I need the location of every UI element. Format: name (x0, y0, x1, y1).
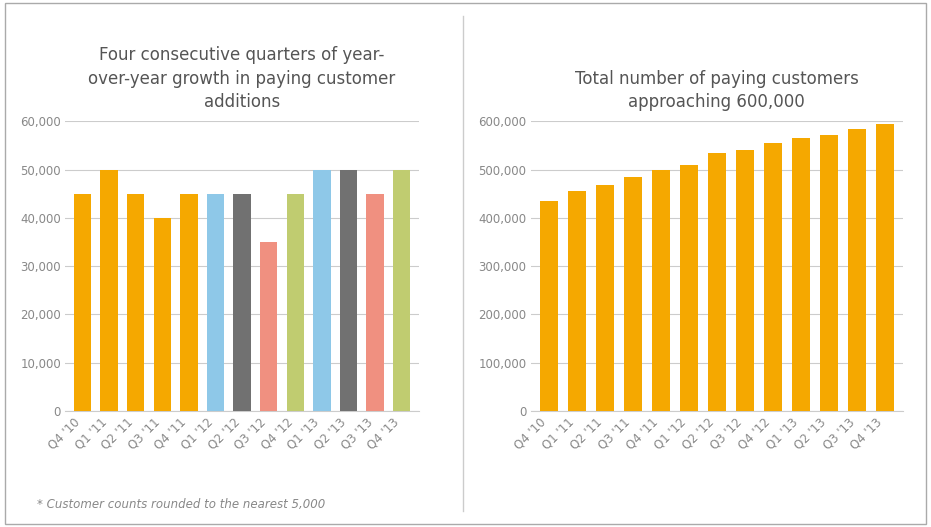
Text: * Customer counts rounded to the nearest 5,000: * Customer counts rounded to the nearest… (37, 498, 326, 511)
Bar (74, 194, 91, 411)
Bar (127, 194, 144, 411)
Bar (568, 191, 586, 411)
Bar (340, 170, 358, 411)
Title: Total number of paying customers
approaching 600,000: Total number of paying customers approac… (575, 70, 858, 111)
Bar (540, 201, 558, 411)
Bar (624, 177, 642, 411)
Bar (287, 194, 304, 411)
Bar (313, 170, 331, 411)
Bar (820, 135, 838, 411)
Bar (848, 130, 866, 411)
Bar (596, 185, 614, 411)
Bar (708, 153, 726, 411)
Bar (101, 170, 117, 411)
Bar (154, 218, 171, 411)
Bar (207, 194, 224, 411)
Bar (181, 194, 197, 411)
Bar (260, 242, 277, 411)
Bar (735, 150, 754, 411)
Bar (680, 164, 698, 411)
Bar (367, 194, 384, 411)
Bar (652, 170, 670, 411)
Bar (791, 138, 810, 411)
Bar (234, 194, 250, 411)
Bar (876, 124, 894, 411)
Bar (763, 143, 782, 411)
Bar (393, 170, 411, 411)
Title: Four consecutive quarters of year-
over-year growth in paying customer
additions: Four consecutive quarters of year- over-… (88, 46, 396, 111)
